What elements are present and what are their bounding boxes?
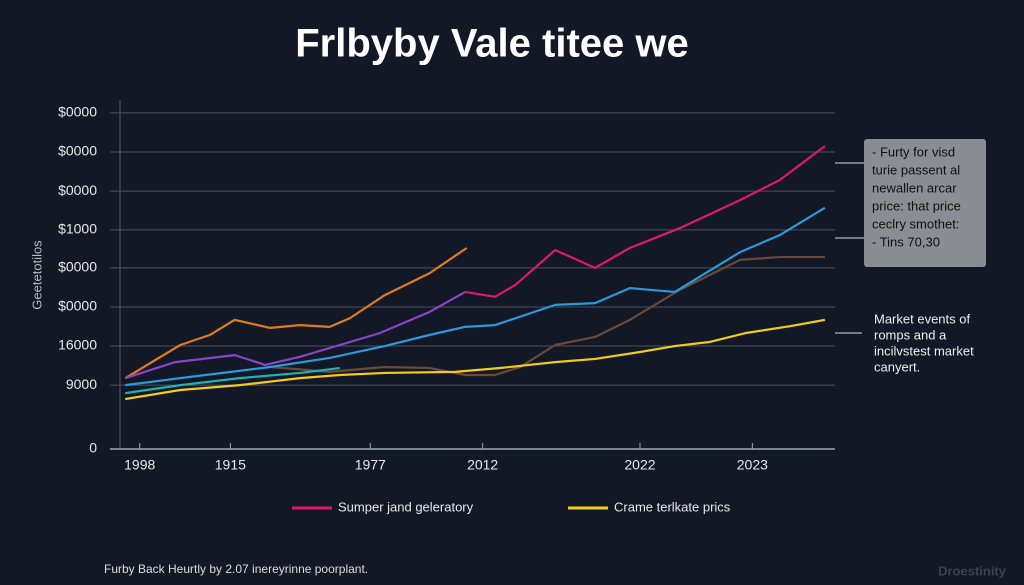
x-tick-label: 2023 (737, 457, 768, 473)
legend-label: Crame terlkate prics (614, 499, 731, 514)
y-tick-label: $1000 (58, 221, 97, 237)
y-tick-label: $0000 (58, 182, 97, 198)
legend-label: Sumper jand geleratory (338, 499, 474, 514)
annotation-text: newallen arcar (872, 180, 957, 195)
y-tick-label: 9000 (66, 376, 97, 392)
annotation-text: ceclry smothet: (872, 216, 959, 231)
annotation-text: - Furty for visd (872, 144, 955, 159)
y-tick-label: $0000 (58, 104, 97, 120)
series-line (124, 290, 466, 380)
x-tick-label: 1977 (355, 457, 386, 473)
annotation-text: canyert. (874, 359, 920, 374)
y-tick-label: $0000 (58, 143, 97, 159)
y-tick-label: 16000 (58, 337, 97, 353)
x-tick-label: 1915 (215, 457, 246, 473)
watermark: Droestinity (938, 563, 1007, 578)
series-line (125, 206, 826, 387)
x-tick-label: 1998 (124, 457, 155, 473)
footer: Furby Back Heurtly by 2.07 inereyrinne p… (104, 562, 368, 576)
annotation-text: incilvstest market (874, 343, 974, 358)
series-line (124, 247, 468, 380)
annotation-text: turie passent al (872, 162, 960, 177)
annotation-text: romps and a (874, 327, 947, 342)
annotation-text: Market events of (874, 311, 970, 326)
x-tick-label: 2012 (467, 457, 498, 473)
y-axis-label: Geetetotilos (29, 240, 44, 310)
y-tick-label: $0000 (58, 298, 97, 314)
y-tick-label: $0000 (58, 259, 97, 275)
series-line (465, 145, 826, 298)
annotation-text: price: that price (872, 198, 961, 213)
series-line (125, 318, 826, 401)
series-line (270, 255, 825, 377)
annotation-box (864, 139, 986, 267)
y-tick-label: 0 (89, 440, 97, 456)
chart-title: Frlbyby Vale titee we (295, 22, 689, 66)
series-line (125, 366, 340, 395)
x-tick-label: 2022 (624, 457, 655, 473)
annotation-text: - Tins 70,30 (872, 234, 940, 249)
